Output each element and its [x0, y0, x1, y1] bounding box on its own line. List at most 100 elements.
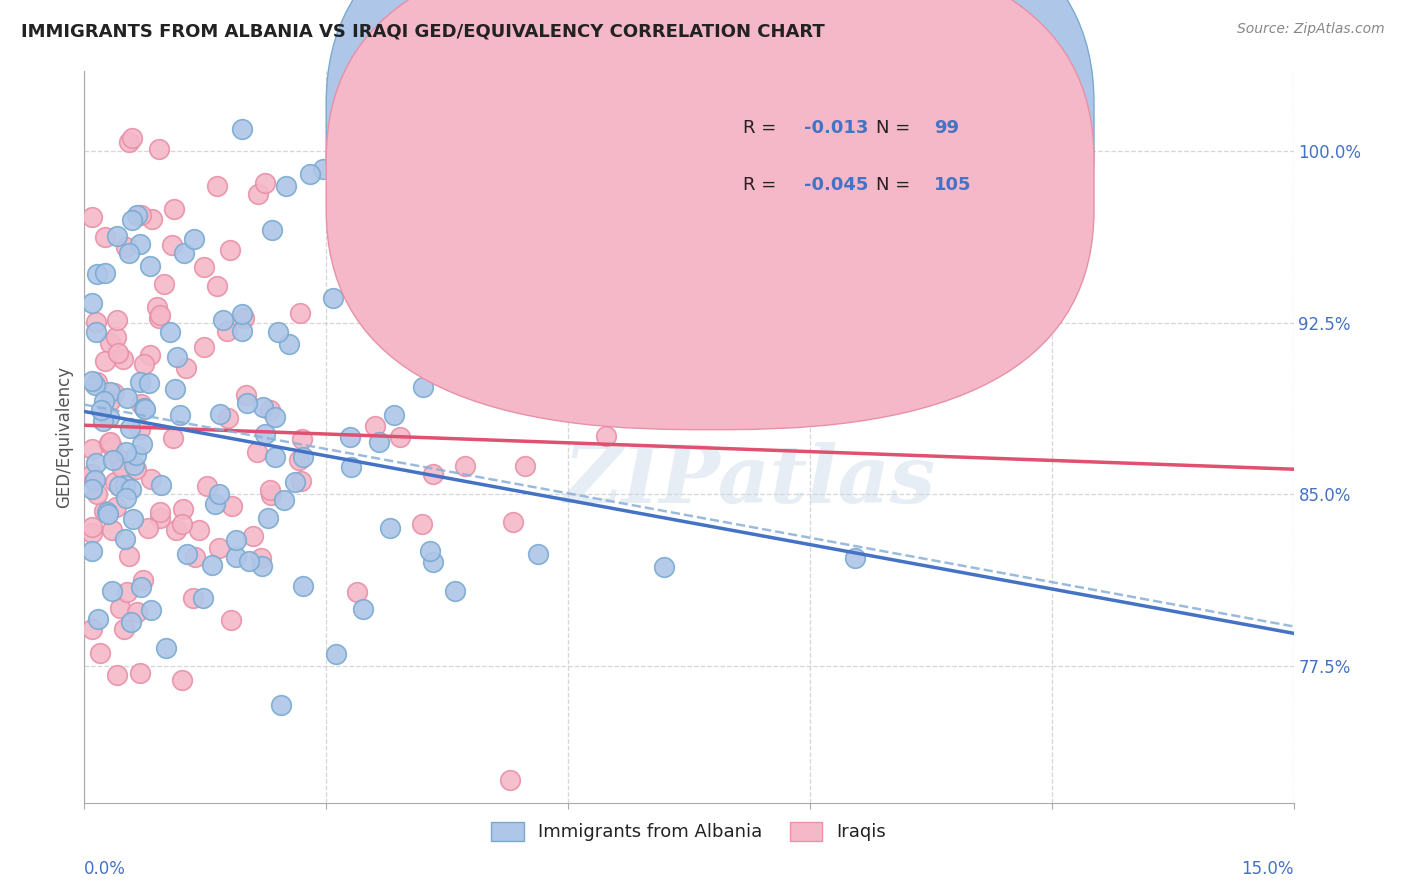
Point	[149, 510, 172, 524]
Point	[231, 306, 253, 320]
Point	[82, 210, 104, 224]
Point	[82, 543, 104, 558]
Point	[97, 436, 120, 450]
Point	[100, 584, 122, 599]
Point	[121, 213, 143, 227]
Point	[96, 505, 118, 519]
Text: R =: R =	[744, 176, 782, 194]
Point	[259, 403, 281, 417]
Point	[82, 520, 104, 534]
Point	[129, 208, 152, 222]
Point	[270, 698, 292, 712]
Point	[100, 435, 122, 450]
Point	[139, 259, 162, 273]
Point	[136, 521, 159, 535]
Point	[264, 450, 287, 464]
Point	[105, 668, 128, 682]
Text: R =: R =	[744, 120, 782, 137]
Point	[595, 429, 617, 443]
Point	[217, 411, 239, 425]
Point	[184, 549, 207, 564]
Point	[388, 429, 411, 443]
Point	[105, 313, 128, 327]
Point	[254, 176, 277, 190]
Point	[98, 335, 121, 350]
Point	[94, 353, 117, 368]
Legend: Immigrants from Albania, Iraqis: Immigrants from Albania, Iraqis	[484, 814, 894, 848]
Point	[207, 541, 229, 556]
Point	[207, 487, 229, 501]
Point	[172, 502, 194, 516]
Point	[115, 445, 138, 459]
Point	[129, 237, 152, 252]
Point	[131, 437, 153, 451]
Point	[276, 179, 298, 194]
Point	[284, 475, 307, 489]
Point	[114, 491, 136, 506]
Point	[148, 310, 170, 325]
Point	[163, 382, 186, 396]
Point	[93, 504, 115, 518]
Point	[82, 296, 104, 310]
Point	[98, 394, 121, 409]
Point	[346, 585, 368, 599]
Text: 99: 99	[935, 120, 959, 137]
Point	[176, 547, 198, 561]
Point	[86, 267, 108, 281]
Point	[201, 558, 224, 572]
Point	[86, 376, 108, 390]
Point	[112, 622, 135, 636]
Point	[150, 478, 173, 492]
Point	[367, 435, 389, 450]
Point	[252, 400, 274, 414]
Point	[122, 458, 145, 472]
Point	[120, 615, 142, 629]
Point	[292, 579, 315, 593]
Point	[231, 325, 253, 339]
Point	[82, 622, 104, 636]
Point	[290, 475, 312, 489]
Point	[170, 673, 193, 687]
Text: IMMIGRANTS FROM ALBANIA VS IRAQI GED/EQUIVALENCY CORRELATION CHART: IMMIGRANTS FROM ALBANIA VS IRAQI GED/EQU…	[21, 22, 825, 40]
Point	[127, 606, 149, 620]
Point	[249, 550, 271, 565]
Point	[111, 351, 134, 366]
Point	[115, 240, 138, 254]
Point	[149, 308, 172, 322]
Point	[97, 410, 120, 425]
Point	[83, 474, 105, 488]
Point	[162, 202, 184, 217]
Point	[82, 526, 104, 541]
Point	[134, 401, 156, 415]
Point	[419, 544, 441, 558]
Y-axis label: GED/Equivalency: GED/Equivalency	[55, 366, 73, 508]
Point	[412, 380, 434, 394]
Point	[159, 325, 181, 339]
Point	[322, 291, 344, 305]
Point	[138, 348, 160, 362]
Point	[94, 266, 117, 280]
Text: N =: N =	[876, 176, 917, 194]
Point	[118, 549, 141, 563]
Text: 15.0%: 15.0%	[1241, 860, 1294, 878]
Point	[82, 442, 104, 456]
Point	[100, 385, 122, 400]
Point	[205, 178, 228, 193]
Point	[218, 244, 240, 258]
Point	[90, 402, 112, 417]
Text: N =: N =	[876, 120, 917, 137]
Point	[115, 584, 138, 599]
Text: -0.013: -0.013	[804, 120, 868, 137]
Point	[195, 479, 218, 493]
Point	[125, 448, 148, 462]
Point	[117, 246, 139, 260]
Point	[246, 444, 269, 458]
FancyBboxPatch shape	[665, 94, 1028, 225]
Point	[364, 418, 387, 433]
Point	[411, 516, 433, 531]
Point	[103, 385, 125, 400]
Point	[134, 357, 156, 371]
Point	[215, 324, 238, 338]
Point	[84, 314, 107, 328]
Point	[235, 388, 257, 402]
